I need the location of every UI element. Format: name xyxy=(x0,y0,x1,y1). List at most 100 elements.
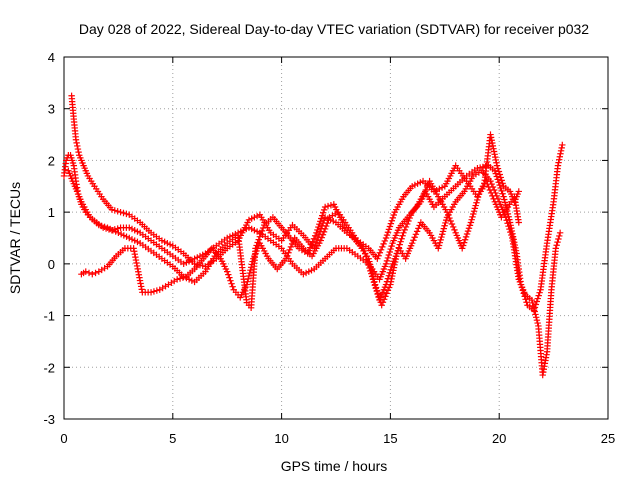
data-point xyxy=(309,238,316,245)
data-point xyxy=(507,228,514,236)
data-point xyxy=(466,222,474,229)
data-point xyxy=(383,290,390,297)
data-point xyxy=(369,269,376,277)
data-point xyxy=(385,251,393,259)
data-point xyxy=(529,299,536,307)
data-point xyxy=(554,238,561,246)
data-point xyxy=(383,257,391,265)
data-point xyxy=(406,214,413,222)
data-point xyxy=(482,177,490,185)
data-point xyxy=(245,272,253,280)
x-tick-label: 20 xyxy=(492,431,506,446)
data-point xyxy=(499,190,506,197)
data-point xyxy=(383,231,391,239)
data-point xyxy=(401,226,408,234)
y-tick-label: 4 xyxy=(48,50,55,65)
data-point xyxy=(327,202,335,209)
data-point xyxy=(505,222,512,230)
data-point xyxy=(380,240,387,248)
data-point xyxy=(316,221,323,228)
data-point xyxy=(451,226,458,234)
data-point xyxy=(465,225,473,232)
data-point xyxy=(374,255,381,262)
data-point xyxy=(496,171,504,178)
data-point xyxy=(470,210,477,218)
data-point xyxy=(556,229,564,237)
data-point xyxy=(504,210,512,218)
data-point xyxy=(390,211,397,219)
data-point xyxy=(534,295,541,302)
data-point xyxy=(553,242,560,249)
data-point xyxy=(497,174,504,181)
data-point xyxy=(493,162,501,169)
axis-ticks: 0 5 10 15 20 25 -3 -2 -1 0 1 2 3 4 xyxy=(43,50,615,446)
data-point xyxy=(486,186,494,194)
data-point xyxy=(382,234,390,242)
data-point xyxy=(378,302,385,309)
data-point xyxy=(484,180,491,188)
data-point xyxy=(380,296,388,303)
data-point xyxy=(311,232,319,239)
data-point xyxy=(469,213,476,221)
data-point xyxy=(459,245,466,252)
data-points xyxy=(60,92,566,379)
data-point xyxy=(417,198,425,205)
data-point xyxy=(447,217,454,225)
x-tick-label: 10 xyxy=(274,431,288,446)
data-point xyxy=(314,233,322,241)
data-point xyxy=(501,196,508,203)
data-point xyxy=(286,246,293,254)
data-point xyxy=(108,206,116,213)
data-point xyxy=(324,202,332,210)
data-point xyxy=(394,247,402,254)
data-point xyxy=(500,193,507,200)
data-point xyxy=(385,284,393,291)
data-point xyxy=(530,302,537,310)
data-point xyxy=(147,289,155,296)
data-point xyxy=(557,147,565,155)
data-point xyxy=(381,237,389,245)
data-point xyxy=(74,145,82,153)
data-point xyxy=(387,245,394,253)
data-point xyxy=(285,249,292,256)
data-point xyxy=(470,208,478,215)
data-point xyxy=(320,206,328,214)
data-point xyxy=(498,187,505,195)
data-point xyxy=(532,311,539,318)
data-point xyxy=(314,226,321,234)
data-point xyxy=(317,218,324,225)
data-point xyxy=(114,208,121,215)
data-point xyxy=(257,230,265,237)
data-point xyxy=(304,250,311,257)
data-point xyxy=(523,299,530,306)
data-point xyxy=(308,241,315,248)
data-point xyxy=(384,229,392,236)
data-point xyxy=(375,293,383,300)
data-point xyxy=(557,150,564,157)
data-point xyxy=(489,192,496,200)
series-track-a xyxy=(60,141,566,314)
data-point xyxy=(384,287,392,294)
data-point xyxy=(370,275,377,282)
data-point xyxy=(318,234,326,241)
data-point xyxy=(320,228,328,236)
data-point xyxy=(449,223,457,231)
data-point xyxy=(369,272,377,280)
y-tick-label: 0 xyxy=(48,257,55,272)
data-point xyxy=(445,211,452,219)
data-point xyxy=(253,242,260,249)
y-axis-label: SDTVAR / TECUs xyxy=(7,182,23,294)
data-point xyxy=(226,274,233,281)
data-point xyxy=(321,203,329,211)
data-point xyxy=(464,227,472,235)
data-point xyxy=(319,212,326,219)
plot-frame xyxy=(63,56,609,420)
data-point xyxy=(368,266,375,274)
data-point xyxy=(536,289,543,296)
data-point xyxy=(443,208,451,216)
data-point xyxy=(305,247,313,254)
data-point xyxy=(74,142,81,150)
data-point xyxy=(388,217,396,224)
x-tick-label: 0 xyxy=(60,431,67,446)
data-point xyxy=(416,222,423,229)
